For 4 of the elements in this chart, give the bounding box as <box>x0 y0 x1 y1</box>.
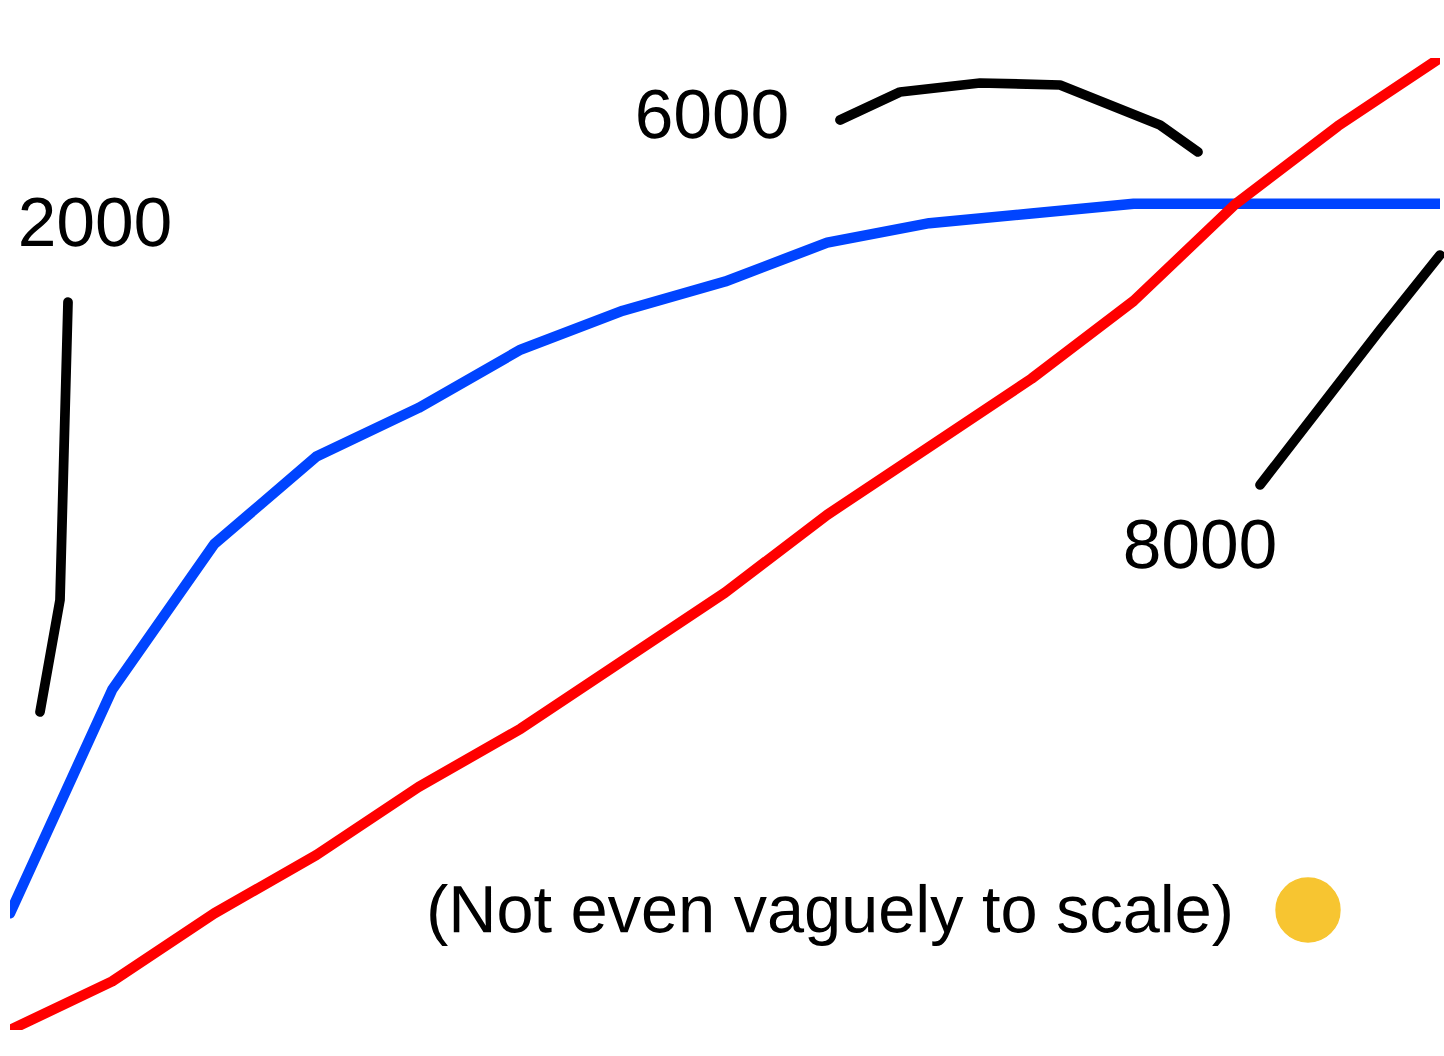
annotation: 8000 <box>1125 519 1275 569</box>
annotation: 2000 <box>21 197 170 247</box>
annotation: (Not even vaguely to scale) <box>430 883 1230 947</box>
annotation: 6000 <box>638 89 787 139</box>
